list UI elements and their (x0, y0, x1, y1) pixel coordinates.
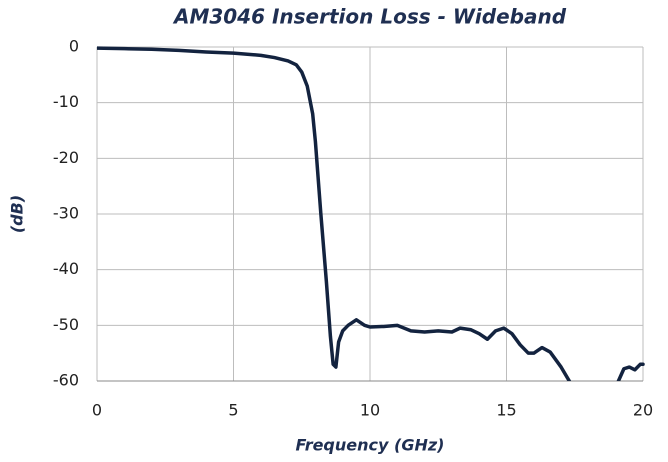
y-axis-label: (dB) (8, 195, 27, 233)
x-tick-label: 15 (496, 401, 516, 420)
x-tick-label: 10 (360, 401, 380, 420)
x-tick-label: 0 (92, 401, 102, 420)
data-line (97, 46, 645, 381)
y-tick-label: -60 (53, 371, 79, 390)
y-tick-label: -20 (53, 148, 79, 167)
x-tick-label: 5 (228, 401, 238, 420)
y-tick-label: 0 (69, 37, 79, 56)
y-tick-label: -30 (53, 204, 79, 223)
x-axis-label: Frequency (GHz) (296, 436, 445, 455)
y-tick-label: -10 (53, 92, 79, 111)
chart-title: AM3046 Insertion Loss - Wideband (172, 5, 567, 29)
y-tick-label: -40 (53, 259, 79, 278)
x-tick-label: 20 (633, 401, 653, 420)
y-tick-label: -50 (53, 315, 79, 334)
